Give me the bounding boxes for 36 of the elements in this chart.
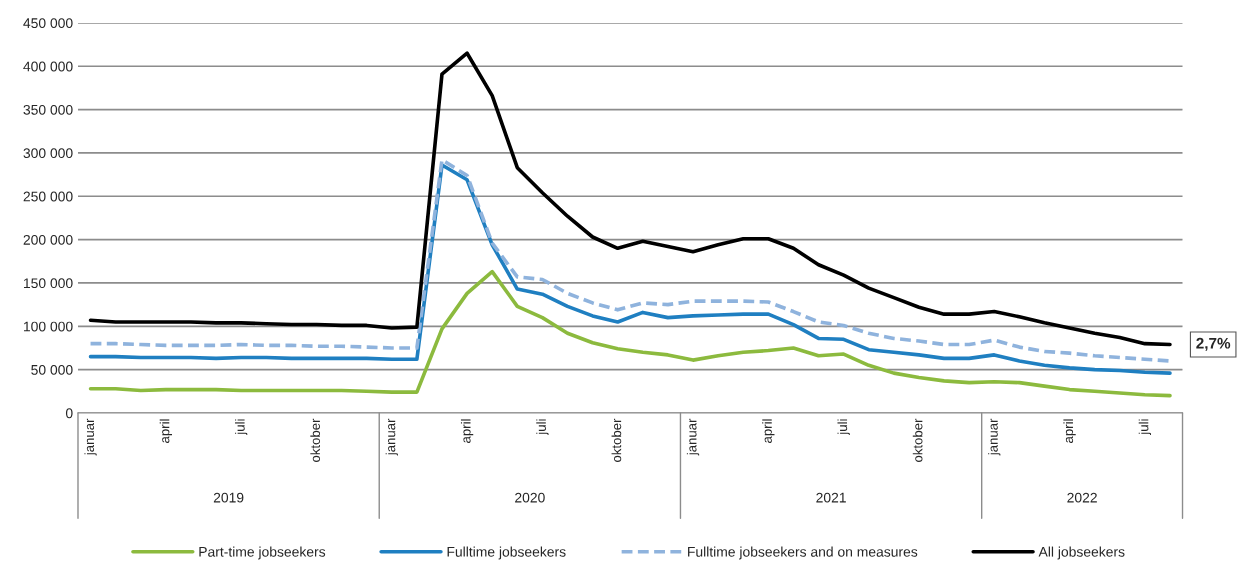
x-tick-label: juli: [837, 419, 850, 435]
y-tick-label: 150 000: [23, 278, 73, 289]
x-tick-label: oktober: [310, 418, 321, 462]
line-series: [88, 269, 1172, 398]
x-tick-label: april: [1063, 419, 1076, 443]
legend-label: Fulltime jobseekers: [447, 546, 566, 560]
text: 2020: [515, 492, 545, 503]
y-tick-label: 400 000: [23, 61, 73, 72]
y-tick-label: 200 000: [23, 234, 73, 245]
x-tick-label: juli: [536, 419, 549, 435]
legend-label: Fulltime jobseekers and on measures: [688, 546, 918, 560]
legend-label: Part-time jobseekers: [199, 546, 326, 560]
x-tick-label: juli: [1138, 419, 1152, 435]
legend-label: All jobseekers: [1038, 546, 1125, 560]
x-tick-label: januar: [385, 418, 398, 456]
text: 2021: [816, 492, 846, 503]
y-tick-label: 350 000: [23, 104, 73, 115]
y-tick-label: 50 000: [31, 364, 73, 375]
x-tick-label: juli: [235, 419, 248, 435]
x-tick-label: april: [460, 419, 474, 443]
text: 2,7%: [1196, 337, 1231, 351]
x-tick-label: januar: [686, 418, 700, 456]
y-tick-label: 100 000: [23, 321, 73, 332]
text: 2019: [213, 492, 244, 503]
text: 2022: [1067, 492, 1097, 503]
x-tick-label: april: [762, 419, 775, 443]
x-tick-label: oktober: [912, 418, 923, 462]
x-tick-label: januar: [84, 418, 97, 456]
y-tick-label: 0: [65, 408, 73, 419]
line-series: [88, 51, 1172, 347]
y-tick-label: 450 000: [23, 18, 73, 29]
x-tick-label: januar: [988, 418, 1001, 456]
x-tick-label: oktober: [611, 418, 622, 462]
y-tick-label: 300 000: [23, 148, 73, 159]
x-tick-label: april: [159, 419, 173, 443]
y-tick-label: 250 000: [23, 191, 73, 202]
